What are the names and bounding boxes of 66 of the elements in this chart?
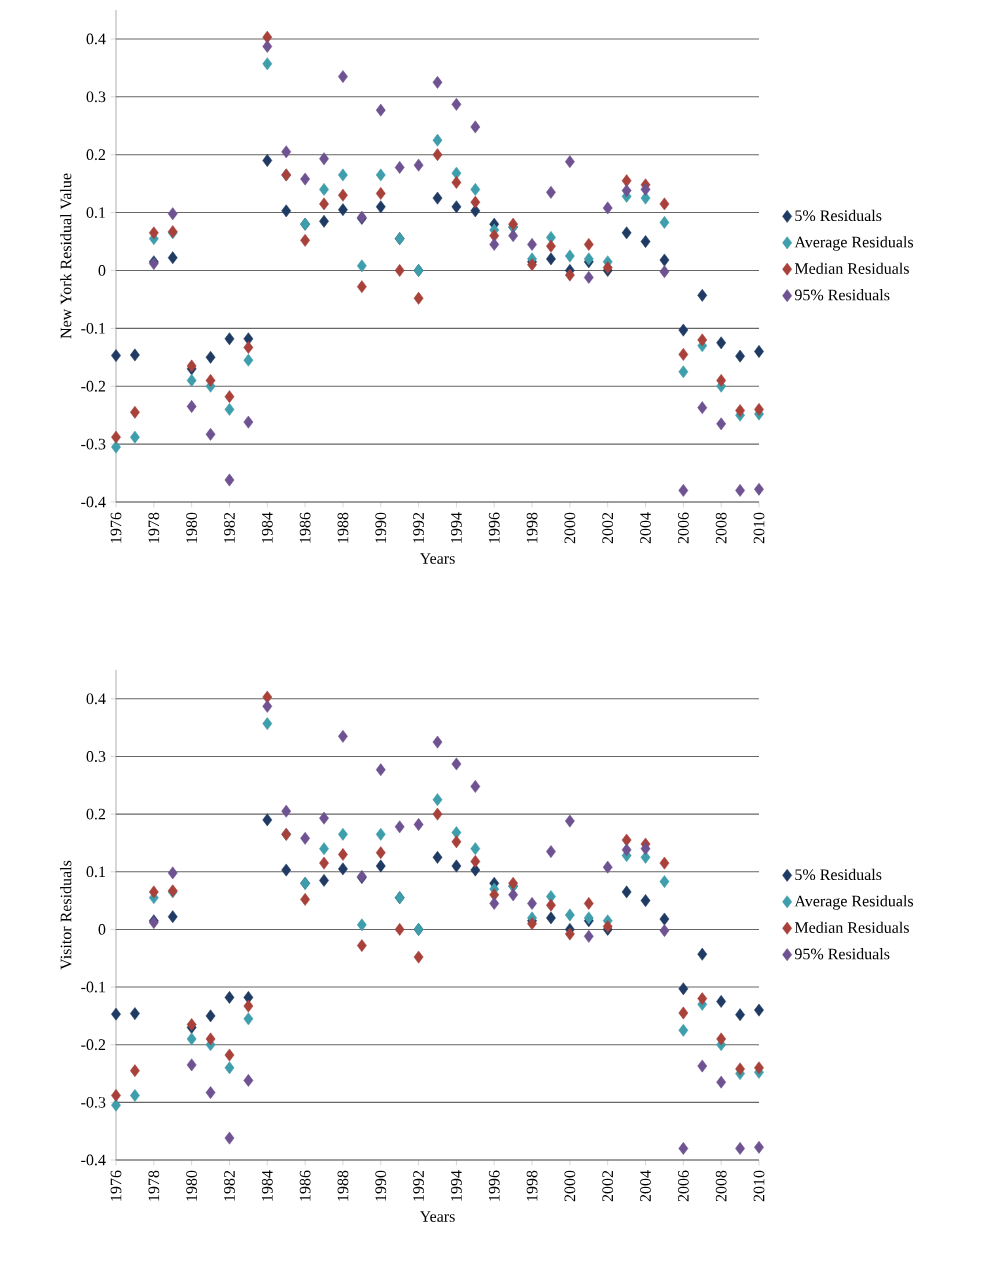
y-tick-label: 0.2 (86, 808, 106, 820)
x-tick-label: 1984 (261, 1170, 273, 1201)
y-tick-label: 0.1 (86, 207, 105, 219)
x-tick-label: 1988 (337, 512, 349, 543)
x-tick-label: 1984 (261, 512, 273, 543)
y-tick-label: 0.3 (86, 91, 106, 103)
y-tick-label: -0.3 (81, 1096, 106, 1108)
legend-label: Average Residuals (794, 895, 914, 910)
x-tick-label: 2008 (715, 512, 727, 544)
x-tick-label: 2010 (753, 512, 765, 544)
x-tick-label: 1996 (488, 512, 500, 543)
x-tick-label: 1990 (375, 1170, 387, 1201)
x-tick-label: 1976 (110, 512, 122, 543)
x-tick-label: 1980 (186, 512, 198, 543)
y-axis-title: New York Residual Value (60, 173, 72, 339)
y-tick-label: 0 (98, 924, 106, 935)
x-tick-label: 1980 (186, 1170, 198, 1201)
x-tick-label: 1988 (337, 1170, 349, 1201)
x-axis-title: Years (419, 1211, 455, 1222)
y-tick-label: 0.3 (86, 751, 106, 762)
x-tick-label: 2002 (602, 512, 614, 544)
x-tick-label: 2004 (640, 1170, 651, 1202)
x-tick-label: 2008 (715, 1170, 727, 1202)
y-tick-label: -0.1 (81, 322, 105, 334)
x-tick-label: 1998 (526, 512, 538, 543)
legend-label: 95% Residuals (794, 948, 890, 960)
legend-label: Average Residuals (794, 236, 914, 251)
legend-label: Median Residuals (794, 921, 909, 933)
y-tick-label: -0.3 (81, 438, 106, 450)
x-tick-label: 1986 (299, 512, 311, 543)
x-tick-label: 1976 (110, 1170, 122, 1201)
x-tick-label: 1998 (526, 1170, 538, 1201)
x-tick-label: 1994 (451, 512, 462, 543)
x-axis-title: Years (419, 553, 455, 564)
y-tick-label: 0.2 (86, 149, 106, 161)
x-tick-label: 1978 (148, 1170, 160, 1201)
x-tick-label: 2002 (602, 1170, 614, 1202)
x-tick-label: 2004 (640, 512, 651, 544)
x-tick-label: 2000 (564, 1170, 576, 1202)
x-tick-label: 2006 (677, 1170, 689, 1202)
y-tick-label: 0.4 (86, 693, 106, 705)
y-tick-label: -0.4 (81, 496, 106, 508)
legend-label: Median Residuals (794, 262, 909, 274)
x-tick-label: 1986 (299, 1170, 311, 1201)
legend-label: 5% Residuals (795, 209, 882, 222)
legend-label: 5% Residuals (795, 868, 882, 881)
x-tick-label: 2006 (677, 512, 689, 544)
x-tick-label: 2010 (753, 1170, 765, 1202)
x-tick-label: 1982 (224, 512, 235, 543)
x-tick-label: 1992 (413, 1170, 424, 1201)
y-tick-label: 0 (98, 265, 106, 276)
x-tick-label: 1992 (413, 512, 424, 543)
legend-label: 95% Residuals (794, 289, 890, 301)
y-tick-label: -0.4 (81, 1154, 106, 1166)
x-tick-label: 1996 (488, 1170, 500, 1201)
y-tick-label: -0.2 (81, 1039, 106, 1051)
y-axis-title: Visitor Residuals (60, 860, 72, 970)
x-tick-label: 1982 (224, 1170, 235, 1201)
y-tick-label: -0.1 (81, 981, 105, 993)
y-tick-label: 0.1 (86, 866, 105, 878)
x-tick-label: 2000 (564, 512, 576, 544)
y-tick-label: -0.2 (81, 380, 106, 392)
y-tick-label: 0.4 (86, 33, 106, 45)
x-tick-label: 1978 (148, 512, 160, 543)
x-tick-label: 1994 (451, 1170, 462, 1201)
x-tick-label: 1990 (375, 512, 387, 543)
